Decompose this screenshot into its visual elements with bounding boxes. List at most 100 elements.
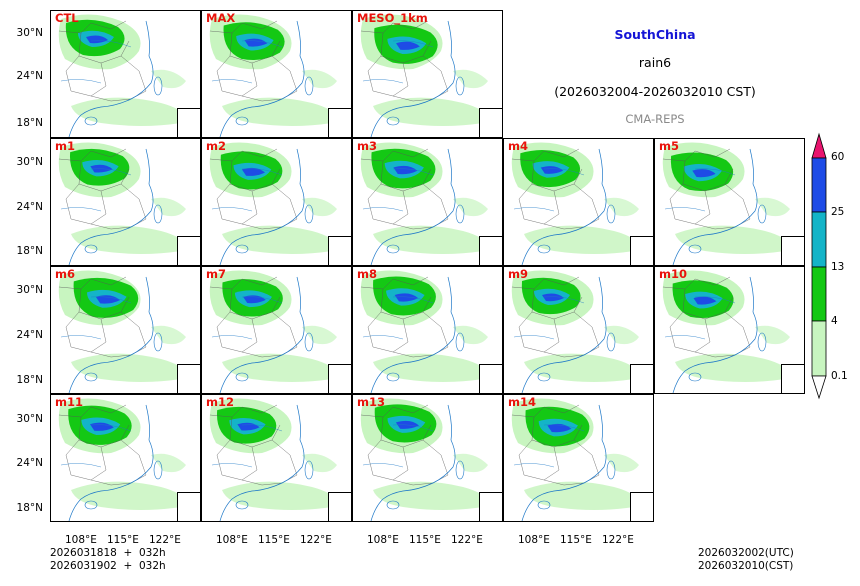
- south-china-sea-inset: [630, 236, 653, 265]
- rain-map: [58, 142, 186, 265]
- rivers: [211, 424, 283, 468]
- island-hainan: [84, 372, 98, 382]
- map-panel: m11: [50, 394, 201, 522]
- rain-area-light: [604, 453, 639, 473]
- colorbar-band-4-13: [811, 266, 827, 322]
- rain-area-intense: [86, 35, 108, 44]
- panel-label: MESO_1km: [357, 11, 428, 25]
- lon-label: 108°E: [367, 534, 399, 546]
- rain-area-light: [604, 197, 639, 217]
- map-panel: m14: [503, 394, 654, 522]
- colorbar-label: 25: [831, 206, 845, 218]
- panel-label: m3: [357, 139, 377, 153]
- island-taiwan: [455, 76, 465, 96]
- rain-area-light: [151, 197, 186, 217]
- rain-area-intense: [393, 165, 418, 175]
- lat-label: 24°N: [16, 70, 43, 82]
- rain-area-light: [453, 453, 488, 473]
- lat-label: 30°N: [16, 413, 43, 425]
- map-panel: CTL: [50, 10, 201, 138]
- rivers: [211, 296, 283, 340]
- panel-label: m2: [206, 139, 226, 153]
- island-taiwan: [455, 460, 465, 480]
- island-hainan: [84, 244, 98, 254]
- period-title: (2026032004-2026032010 CST): [554, 84, 756, 99]
- province-boundaries: [58, 404, 147, 486]
- map-panel: m10: [654, 266, 805, 394]
- lon-label: 115°E: [409, 534, 441, 546]
- south-china-sea-inset: [177, 108, 200, 137]
- rain-area-light: [373, 353, 486, 382]
- panel-label: MAX: [206, 11, 236, 25]
- lat-label: 24°N: [16, 329, 43, 341]
- rain-area-light: [222, 481, 335, 510]
- rivers: [362, 40, 434, 84]
- coastline: [521, 276, 607, 393]
- rain-map: [662, 142, 790, 265]
- rivers: [664, 296, 736, 340]
- south-china-sea-inset: [177, 236, 200, 265]
- rivers: [211, 168, 283, 212]
- coastline: [521, 148, 607, 265]
- valid-time-block: 2026032002(UTC) 2026032010(CST): [698, 547, 794, 573]
- island-taiwan: [153, 332, 163, 352]
- coastline: [219, 20, 305, 137]
- island-taiwan: [304, 460, 314, 480]
- lat-label: 24°N: [16, 201, 43, 213]
- south-china-sea-inset: [328, 236, 351, 265]
- lat-label: 18°N: [16, 117, 43, 129]
- rain-area-light: [71, 481, 184, 510]
- south-china-sea-inset: [177, 364, 200, 393]
- rain-map: [360, 270, 488, 393]
- island-hainan: [235, 500, 249, 510]
- rain-area-intense: [693, 296, 717, 305]
- map-panel: m6: [50, 266, 201, 394]
- province-boundaries: [58, 20, 147, 102]
- colorbar-label: 13: [831, 261, 845, 273]
- rain-area-intense: [95, 295, 120, 304]
- rivers: [211, 40, 283, 84]
- variable-title: rain6: [638, 55, 672, 70]
- map-panel: m13: [352, 394, 503, 522]
- rain-area-light: [373, 225, 486, 254]
- lat-label: 30°N: [16, 284, 43, 296]
- island-hainan: [235, 116, 249, 126]
- init-time-block: 2026031818 + 032h 2026031902 + 032h: [50, 547, 166, 573]
- island-hainan: [386, 244, 400, 254]
- rain-map: [511, 398, 639, 521]
- rain-map: [209, 142, 337, 265]
- island-hainan: [386, 372, 400, 382]
- coastline: [370, 148, 456, 265]
- lon-label: 108°E: [65, 534, 97, 546]
- rain-map: [58, 270, 186, 393]
- rain-area-intense: [542, 293, 564, 302]
- panel-label: m7: [206, 267, 226, 281]
- lon-label: 122°E: [602, 534, 634, 546]
- province-boundaries: [360, 20, 449, 102]
- island-hainan: [537, 244, 551, 254]
- island-taiwan: [757, 204, 767, 224]
- island-taiwan: [304, 332, 314, 352]
- rain-area-light: [524, 481, 637, 510]
- map-panel: m1: [50, 138, 201, 266]
- island-hainan: [84, 500, 98, 510]
- rain-map: [360, 398, 488, 521]
- rivers: [664, 168, 736, 212]
- coastline: [672, 276, 758, 393]
- init-time-line-2: 2026031902 + 032h: [50, 560, 166, 572]
- coastline: [370, 20, 456, 137]
- rain-area-light: [151, 453, 186, 473]
- province-boundaries: [209, 276, 298, 358]
- coastline: [219, 404, 305, 521]
- province-boundaries: [360, 404, 449, 486]
- rivers: [60, 424, 132, 468]
- coastline: [370, 276, 456, 393]
- south-china-sea-inset: [781, 236, 804, 265]
- south-china-sea-inset: [630, 492, 653, 521]
- rain-area-light: [302, 197, 337, 217]
- south-china-sea-inset: [781, 364, 804, 393]
- rain-area-intense: [547, 423, 572, 433]
- island-taiwan: [153, 460, 163, 480]
- panel-label: m9: [508, 267, 528, 281]
- lon-label: 115°E: [107, 534, 139, 546]
